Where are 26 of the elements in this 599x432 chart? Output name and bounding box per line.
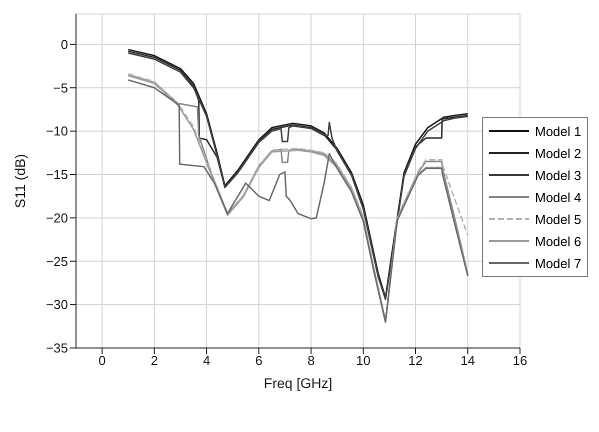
legend-label: Model 4 [535, 190, 582, 204]
legend-label: Model 1 [535, 124, 582, 138]
x-tick-label: 6 [255, 353, 262, 368]
x-axis-title: Freq [GHz] [264, 375, 332, 391]
legend-label: Model 2 [535, 146, 582, 160]
x-tick-label: 8 [307, 353, 315, 368]
x-tick-label: 12 [408, 353, 423, 368]
legend-label: Model 7 [535, 256, 582, 270]
y-tick-label: −30 [46, 297, 68, 312]
y-tick-label: −20 [46, 210, 68, 226]
legend-label: Model 3 [535, 168, 582, 182]
y-tick-label: −5 [53, 80, 68, 96]
y-axis-title: S11 (dB) [12, 154, 28, 208]
y-tick-label: −10 [46, 124, 68, 139]
y-tick-label: −35 [46, 340, 68, 356]
x-tick-label: 10 [356, 353, 371, 368]
x-tick-label: 14 [460, 353, 475, 368]
x-tick-label: 4 [202, 353, 210, 368]
y-tick-label: 0 [60, 36, 68, 52]
x-tick-label: 2 [150, 353, 158, 368]
y-tick-label: −15 [46, 167, 68, 182]
x-tick-label: 0 [98, 353, 106, 368]
legend-label: Model 5 [535, 212, 582, 226]
y-tick-label: −25 [46, 254, 68, 269]
x-tick-label: 16 [512, 353, 528, 368]
legend-label: Model 6 [535, 234, 582, 248]
